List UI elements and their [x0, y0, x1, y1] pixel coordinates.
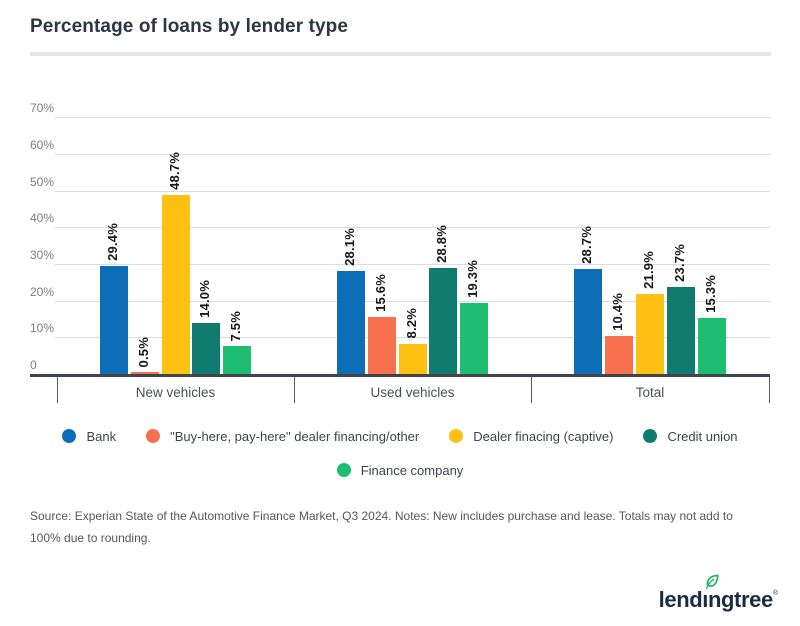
y-gridline — [55, 153, 770, 155]
legend-label: "Buy-here, pay-here" dealer financing/ot… — [170, 428, 420, 444]
legend-label: Dealer finacing (captive) — [473, 428, 614, 444]
legend-label: Bank — [86, 428, 117, 444]
source-note: Source: Experian State of the Automotive… — [30, 509, 733, 545]
bar — [161, 195, 190, 374]
category-tick — [769, 377, 770, 403]
y-axis-tick-label: 40% — [30, 211, 55, 226]
y-gridline — [55, 337, 770, 339]
bar — [460, 303, 489, 374]
bar — [697, 317, 726, 374]
chart-title: Percentage of loans by lender type — [30, 16, 349, 37]
bar-value-label: 14.0% — [197, 279, 213, 318]
category-label: Used vehicles — [370, 385, 455, 400]
bar-value-label: 28.8% — [434, 225, 450, 264]
category-tick — [294, 377, 295, 403]
bar-value-label: 7.5% — [228, 311, 244, 342]
y-axis-tick-label: 30% — [30, 247, 55, 262]
y-axis-tick-label: 60% — [30, 137, 55, 152]
logo-text: lendıngtree — [658, 587, 774, 612]
bar — [192, 322, 221, 374]
legend-item: Credit union — [643, 428, 738, 444]
legend-marker-icon — [336, 463, 351, 477]
bar-value-label: 10.4% — [610, 292, 626, 331]
bar-value-label: 28.1% — [341, 228, 357, 266]
y-axis-tick-label: 20% — [30, 284, 55, 299]
x-axis-baseline — [30, 374, 770, 377]
logo-registered-mark: ® — [772, 590, 778, 597]
bar-value-label: 15.3% — [702, 274, 718, 313]
legend-label: Finance company — [360, 462, 464, 478]
legend-marker-icon — [62, 429, 77, 443]
legend-marker-icon — [449, 429, 464, 443]
bar — [429, 268, 458, 374]
y-axis-tick-label: 0 — [30, 358, 37, 372]
legend-item: Finance company — [336, 462, 464, 478]
bar — [666, 287, 695, 374]
y-gridline — [55, 117, 770, 119]
category-label: New vehicles — [135, 385, 216, 400]
title-divider — [30, 52, 771, 56]
bar-value-label: 0.5% — [135, 336, 151, 368]
bar — [336, 270, 365, 374]
y-axis-tick-label: 70% — [30, 101, 55, 116]
y-axis-tick-label: 10% — [30, 321, 55, 336]
bar-value-label: 8.2% — [403, 308, 419, 339]
bar-value-label: 23.7% — [671, 244, 687, 283]
legend-label: Credit union — [667, 428, 738, 444]
legend-item: Bank — [62, 429, 116, 444]
legend-marker-icon — [643, 429, 658, 443]
category-tick — [57, 377, 58, 403]
bar-value-label: 28.7% — [579, 225, 595, 264]
bar — [367, 316, 396, 374]
lendingtree-logo: lendıngtree® — [658, 574, 778, 616]
y-gridline — [55, 190, 770, 192]
bar-value-label: 15.6% — [372, 273, 388, 312]
bar — [398, 343, 427, 374]
category-label: Total — [635, 385, 665, 400]
y-gridline — [55, 263, 770, 265]
bar-value-label: 21.9% — [641, 250, 656, 289]
y-axis-tick-label: 50% — [30, 174, 55, 189]
y-gridline — [55, 227, 770, 229]
legend-item: "Buy-here, pay-here" dealer financing/ot… — [146, 429, 419, 444]
bar — [99, 266, 128, 374]
bar — [605, 335, 634, 374]
bar — [574, 268, 603, 374]
bar-value-label: 19.3% — [465, 260, 481, 299]
leaf-icon — [705, 574, 719, 589]
bar — [130, 372, 159, 374]
chart-legend-row-2: Finance company — [0, 459, 800, 481]
category-tick — [531, 377, 532, 403]
bar — [636, 293, 664, 374]
bar — [223, 346, 252, 374]
legend-item: Dealer finacing (captive) — [449, 429, 613, 444]
legend-marker-icon — [146, 429, 161, 443]
chart-legend-row-1: Bank "Buy-here, pay-here" dealer financin… — [0, 425, 800, 447]
bar-value-label: 48.7% — [166, 152, 182, 191]
y-gridline — [55, 300, 770, 302]
bar-value-label: 29.4% — [104, 223, 120, 262]
